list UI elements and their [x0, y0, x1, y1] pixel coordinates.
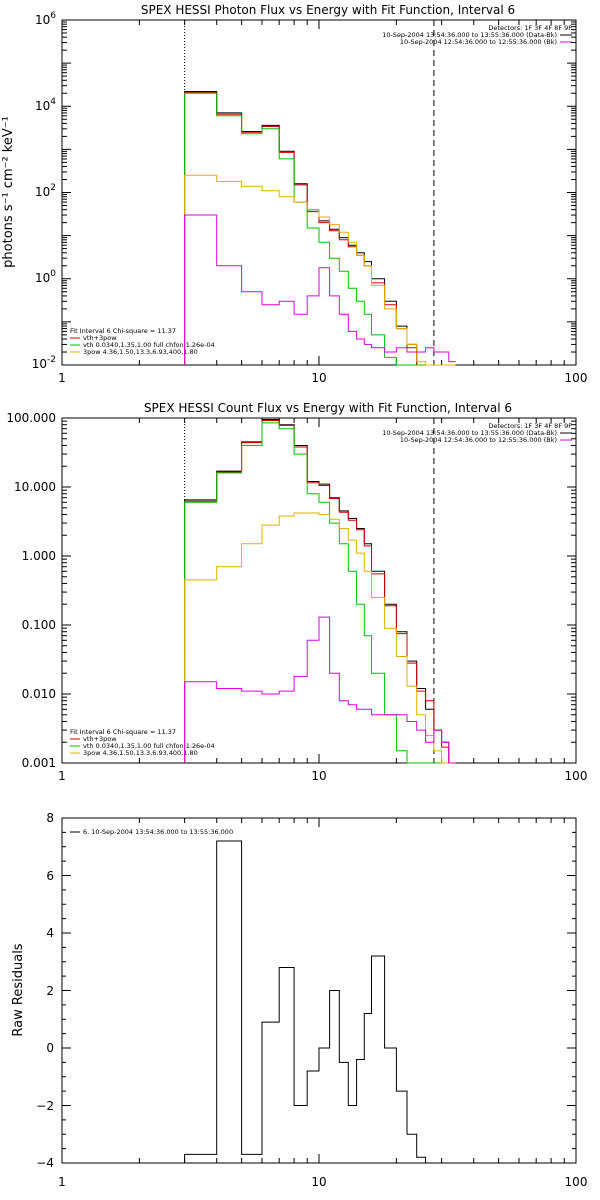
resid-y-tick-6: 6	[46, 869, 54, 883]
count-bkg-interval-label: 10-Sep-2004 12:54:36.000 to 12:55:36.000…	[400, 436, 557, 444]
resid-y-tick-neg2: −2	[36, 1099, 54, 1113]
photon-y-tick-1e6: 106	[35, 11, 56, 27]
count-fit-legend: Fit Interval 6 Chi-square = 11.37 vth+3p…	[70, 728, 215, 757]
photon-x-tick-10: 10	[311, 371, 326, 385]
photon-flux-ylabel: photons s⁻¹ cm⁻² keV⁻¹	[1, 116, 16, 268]
series-1-vth-3pow	[184, 420, 456, 764]
photon-flux-axes	[61, 19, 577, 366]
photon-fit-interval-label: Fit Interval 6 Chi-square = 11.37	[70, 327, 176, 335]
series-0-vth-3pow	[184, 91, 456, 366]
photon-x-tick-1: 1	[58, 371, 66, 385]
count-x-tick-100: 100	[565, 769, 588, 783]
count-flux-panel: SPEX HESSI Count Flux vs Energy with Fit…	[6, 401, 587, 783]
residuals-panel: Raw Residuals 1 10 100 −4 −2 0 2 4 6 8 6…	[11, 811, 587, 1189]
photon-bkg-legend: Detectors: 1F 3F 4F 8F 9F 10-Sep-2004 13…	[382, 24, 572, 46]
photon-total-fit-label: vth+3pow	[83, 334, 117, 342]
photon-y-tick-1e0: 100	[35, 269, 56, 285]
count-y-tick-1.000: 1.000	[22, 549, 56, 563]
photon-detectors-label: Detectors: 1F 3F 4F 8F 9F	[488, 24, 572, 32]
count-y-tick-0.001: 0.001	[22, 756, 56, 770]
resid-x-tick-1: 1	[58, 1175, 66, 1189]
count-detectors-label: Detectors: 1F 3F 4F 8F 9F	[488, 422, 572, 430]
resid-x-tick-100: 100	[565, 1175, 588, 1189]
count-powerlaw-label: 3pow 4.36,1.50,13.3,6.93,400,1.80	[83, 749, 198, 757]
series-1-bkg	[184, 616, 456, 764]
series-1-3pow-4-36-1-50-13-3-6-93-400-1-80	[184, 512, 456, 764]
photon-thermal-label: vth 0.0340,1.35,1.00 full chfon 1.26e-04	[83, 341, 215, 349]
series-2-6-10-sep-2004-13-54-36-000-to-13-55-36-000	[184, 840, 434, 1164]
resid-y-tick-0: 0	[46, 1041, 54, 1055]
resid-y-tick-8: 8	[46, 811, 54, 825]
count-y-tick-0.010: 0.010	[22, 687, 56, 701]
series-0-3pow-4-36-1-50-13-3-6-93-400-1-80	[184, 174, 456, 366]
count-flux-axes	[61, 417, 577, 764]
resid-x-tick-10: 10	[311, 1175, 326, 1189]
resid-y-tick-neg4: −4	[36, 1156, 54, 1170]
chart-marks	[61, 19, 577, 1164]
photon-y-tick-1e4: 104	[35, 97, 56, 113]
resid-y-tick-4: 4	[46, 926, 54, 940]
count-thermal-label: vth 0.0340,1.35,1.00 full chfon 1.26e-04	[83, 742, 215, 750]
count-bkg-legend: Detectors: 1F 3F 4F 8F 9F 10-Sep-2004 13…	[382, 422, 572, 444]
residuals-legend-label: 6. 10-Sep-2004 13:54:36.000 to 13:55:36.…	[83, 828, 233, 836]
photon-flux-title: SPEX HESSI Photon Flux vs Energy with Fi…	[141, 3, 515, 17]
count-y-tick-100.000: 100.000	[6, 411, 56, 425]
photon-data-interval-label: 10-Sep-2004 13:54:36.000 to 13:55:36.000…	[382, 31, 557, 39]
count-fit-interval-label: Fit Interval 6 Chi-square = 11.37	[70, 728, 176, 736]
series-0-bkg	[184, 214, 456, 365]
count-y-tick-10.000: 10.000	[14, 480, 56, 494]
resid-y-tick-2: 2	[46, 984, 54, 998]
count-x-tick-10: 10	[311, 769, 326, 783]
photon-flux-panel: SPEX HESSI Photon Flux vs Energy with Fi…	[1, 3, 587, 385]
series-0-vth-0-0340-1-35-1-00-full-chfon-1-26e-04	[184, 92, 456, 366]
residuals-ylabel: Raw Residuals	[11, 943, 26, 1036]
residuals-axes	[61, 817, 577, 1164]
series-1-vth-0-0340-1-35-1-00-full-chfon-1-26e-04	[184, 422, 456, 764]
photon-fit-legend: Fit Interval 6 Chi-square = 11.37 vth+3p…	[70, 327, 215, 356]
photon-bkg-interval-label: 10-Sep-2004 12:54:36.000 to 12:55:36.000…	[400, 38, 557, 46]
count-data-interval-label: 10-Sep-2004 13:54:36.000 to 13:55:36.000…	[382, 429, 557, 437]
count-x-tick-1: 1	[58, 769, 66, 783]
count-total-fit-label: vth+3pow	[83, 735, 117, 743]
photon-powerlaw-label: 3pow 4.36,1.50,13.3,6.93,400,1.80	[83, 348, 198, 356]
photon-y-tick-1e2: 102	[35, 183, 56, 199]
count-flux-title: SPEX HESSI Count Flux vs Energy with Fit…	[144, 401, 512, 415]
series-0-data	[184, 91, 456, 366]
count-y-tick-0.100: 0.100	[22, 618, 56, 632]
photon-x-tick-100: 100	[565, 371, 588, 385]
photon-y-tick-1e-2: 10-2	[32, 355, 56, 371]
series-1-data	[184, 419, 456, 764]
